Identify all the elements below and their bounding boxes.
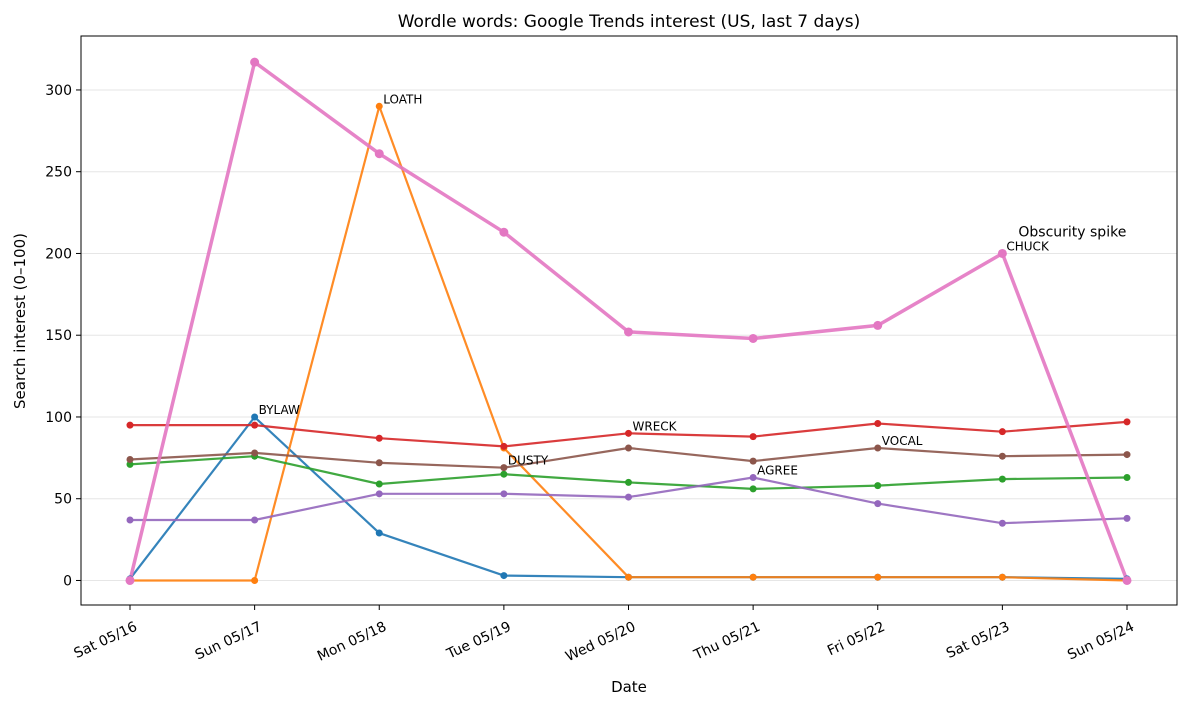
data-point <box>998 452 1006 460</box>
data-point <box>874 573 882 581</box>
data-point <box>500 470 508 478</box>
data-point <box>749 485 757 493</box>
annotation-label: VOCAL <box>882 434 923 448</box>
annotation-label: LOATH <box>383 92 422 106</box>
data-point <box>500 490 508 498</box>
data-point <box>749 433 757 441</box>
annotation-label: DUSTY <box>508 454 549 468</box>
y-tick-label: 100 <box>45 410 72 426</box>
data-point <box>1122 575 1132 585</box>
y-tick-label: 200 <box>45 246 72 262</box>
x-axis-label: Date <box>611 678 647 696</box>
data-point <box>499 227 509 237</box>
data-point <box>874 444 882 452</box>
data-point <box>749 573 757 581</box>
data-point <box>1123 473 1131 481</box>
data-point <box>251 576 259 584</box>
data-point <box>625 429 632 437</box>
data-point <box>251 449 259 457</box>
annotation-label: BYLAW <box>259 403 300 417</box>
data-point <box>749 473 757 481</box>
y-tick-label: 0 <box>63 573 72 589</box>
data-point <box>997 248 1007 258</box>
annotations: BYLAW LOATH DUSTY WRECK AGREE VOCAL CHUCKObscu… <box>259 92 1127 477</box>
data-point <box>126 421 134 429</box>
y-tick-label: 300 <box>45 83 72 99</box>
data-point <box>998 428 1006 436</box>
data-point <box>624 327 633 337</box>
y-tick-label: 50 <box>54 492 72 508</box>
data-point <box>375 102 383 110</box>
data-point <box>1123 514 1131 522</box>
data-point <box>250 57 260 67</box>
data-point <box>500 464 508 472</box>
data-point <box>625 573 632 581</box>
data-point <box>873 320 883 330</box>
data-point <box>998 519 1006 527</box>
data-point <box>251 421 259 429</box>
data-point <box>874 482 882 490</box>
data-point <box>251 516 259 524</box>
data-point <box>874 500 882 508</box>
callout-label: Obscurity spike <box>1018 224 1126 240</box>
data-point <box>998 475 1006 483</box>
annotation-label: WRECK <box>633 419 678 433</box>
data-point <box>251 413 259 421</box>
data-point <box>500 442 508 450</box>
data-point <box>126 516 134 524</box>
gridlines <box>81 89 1177 581</box>
data-point <box>375 529 383 537</box>
data-point <box>625 493 632 501</box>
data-point <box>375 480 383 488</box>
data-point <box>749 457 757 465</box>
data-point <box>998 573 1006 581</box>
y-tick-label: 250 <box>45 165 72 181</box>
y-tick-label: 150 <box>45 328 72 344</box>
series-points <box>125 57 1132 585</box>
data-point <box>375 459 383 467</box>
annotation-label: CHUCK <box>1006 239 1050 253</box>
data-point <box>125 575 135 585</box>
data-point <box>1123 418 1131 426</box>
data-point <box>375 490 383 498</box>
data-point <box>374 149 384 159</box>
data-point <box>375 434 383 442</box>
data-point <box>625 478 632 486</box>
data-point <box>126 460 134 468</box>
data-point <box>1123 451 1131 459</box>
data-point <box>126 455 134 463</box>
data-point <box>748 333 758 343</box>
y-axis-label: Search interest (0–100) <box>11 233 29 409</box>
annotation-label: AGREE <box>757 463 798 477</box>
data-point <box>500 572 508 580</box>
chart-title: Wordle words: Google Trends interest (US… <box>398 12 861 32</box>
data-point <box>874 420 882 428</box>
plot-frame <box>80 35 1178 606</box>
y-axis-ticks: 0 50 100 150 200 250 300 <box>45 83 81 589</box>
data-point <box>625 444 632 452</box>
